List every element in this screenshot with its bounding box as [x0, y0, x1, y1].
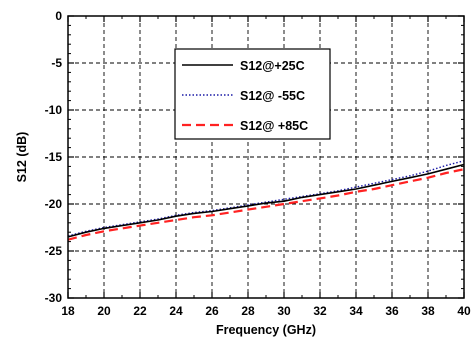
series-group — [67, 160, 465, 241]
legend: S12@+25C S12@ -55C S12@ +85C — [174, 48, 331, 140]
y-tick-label: -30 — [45, 291, 63, 305]
x-tick-label: 26 — [205, 304, 219, 318]
x-tick-label: 18 — [61, 304, 75, 318]
series-line-0 — [67, 163, 465, 238]
x-tick-label: 34 — [349, 304, 363, 318]
y-tick-label: -20 — [45, 197, 63, 211]
grid — [68, 16, 464, 298]
x-axis-title: Frequency (GHz) — [216, 323, 316, 337]
series-line-2 — [67, 168, 465, 241]
x-tick-label: 22 — [133, 304, 147, 318]
x-tick-label: 32 — [313, 304, 327, 318]
y-tick-label: -15 — [45, 150, 63, 164]
x-tick-label: 40 — [457, 304, 471, 318]
x-tick-label: 28 — [241, 304, 255, 318]
legend-label-minus55c: S12@ -55C — [240, 89, 305, 103]
y-tick-label: 0 — [55, 9, 62, 23]
tick-labels: 18 20 22 24 26 28 30 32 34 36 38 40 0 -5 -10 -15 -20 -25 -… — [45, 9, 471, 318]
x-tick-label: 38 — [421, 304, 435, 318]
y-tick-label: -10 — [45, 103, 63, 117]
y-tick-label: -25 — [45, 244, 63, 258]
y-axis-title: S12 (dB) — [15, 132, 29, 183]
x-tick-label: 36 — [385, 304, 399, 318]
y-tick-label: -5 — [51, 56, 62, 70]
x-tick-label: 30 — [277, 304, 291, 318]
legend-label-25c: S12@+25C — [240, 59, 305, 73]
series-line-1 — [67, 160, 465, 237]
legend-label-85c: S12@ +85C — [240, 119, 308, 133]
ticks — [67, 15, 465, 299]
x-tick-label: 20 — [97, 304, 111, 318]
x-tick-label: 24 — [169, 304, 183, 318]
